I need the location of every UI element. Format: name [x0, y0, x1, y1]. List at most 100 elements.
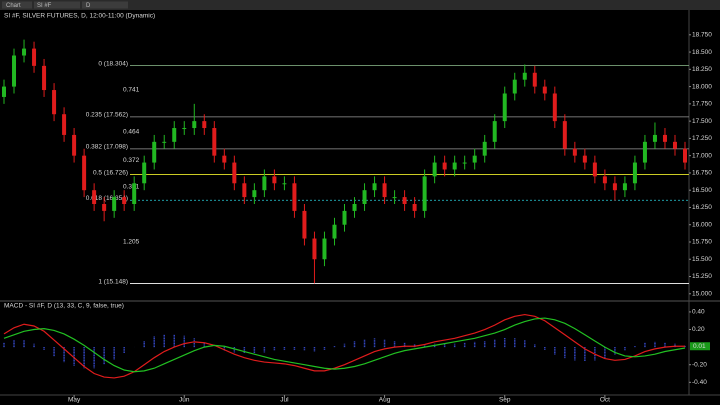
candle-body — [182, 128, 187, 130]
y-tick-label: 17.250 — [692, 135, 712, 142]
candle-body — [492, 121, 497, 142]
toolbar-button[interactable] — [2, 1, 32, 9]
y-tick-label: 17.750 — [692, 101, 712, 108]
x-tick-label: Jul — [280, 397, 289, 404]
y-tick-label: 18.500 — [692, 49, 712, 56]
candle-body — [392, 197, 397, 199]
candle-body — [462, 162, 467, 164]
fib-label: 0.235 (17.562) — [86, 112, 128, 119]
candle-body — [112, 197, 117, 211]
y-tick-label: 15.000 — [692, 291, 712, 298]
candle-body — [552, 93, 557, 122]
last-value-label: 0.01 — [693, 343, 706, 350]
fib-note: 0.464 — [123, 128, 140, 135]
candle-body — [282, 183, 287, 185]
candle-body — [12, 55, 17, 87]
x-tick-label: May — [68, 397, 81, 404]
toolbar-button[interactable] — [34, 1, 80, 9]
candle-body — [512, 79, 517, 94]
candle-body — [422, 176, 427, 211]
candle-body — [162, 141, 167, 143]
candle-body — [132, 183, 137, 204]
candle-body — [582, 155, 587, 163]
candle-body — [92, 190, 97, 204]
candle-body — [192, 121, 197, 129]
fib-note: 0.741 — [123, 86, 140, 93]
candle-body — [683, 148, 687, 163]
y-tick-label: 16.750 — [692, 170, 712, 177]
candle-body — [402, 197, 407, 204]
y-tick-label: 0.40 — [692, 309, 705, 316]
y-tick-label: 18.250 — [692, 66, 712, 73]
candle-body — [502, 93, 507, 122]
candle-body — [272, 176, 277, 184]
toolbar-item[interactable]: SI #F — [37, 3, 52, 9]
y-tick-label: 0.20 — [692, 326, 705, 333]
y-tick-label: 15.250 — [692, 273, 712, 280]
candle-body — [662, 134, 667, 142]
y-tick-label: 16.500 — [692, 187, 712, 194]
macd-title: MACD - SI #F, D (13, 33, C, 9, false, tr… — [4, 303, 124, 310]
candle-body — [332, 224, 337, 239]
y-tick-label: -0.20 — [692, 361, 707, 368]
candle-body — [252, 190, 257, 198]
fib-label: 0.618 (16.354) — [86, 195, 128, 202]
candle-body — [212, 128, 217, 156]
x-tick-label: Aug — [379, 397, 391, 404]
candle-body — [352, 204, 357, 211]
candle-body — [152, 141, 157, 163]
toolbar-button[interactable] — [82, 1, 128, 9]
candle-body — [262, 176, 267, 191]
candle-body — [472, 155, 477, 163]
candle-body — [612, 183, 617, 191]
fib-note: 1.205 — [123, 239, 140, 246]
x-tick-label: Sep — [499, 397, 511, 404]
last-value-box — [690, 342, 710, 351]
candle-body — [232, 162, 237, 184]
fib-note: 0.372 — [123, 157, 140, 164]
candle-body — [22, 48, 27, 56]
y-tick-label: 18.750 — [692, 32, 712, 39]
y-tick-label: 16.250 — [692, 204, 712, 211]
candle-body — [482, 141, 487, 156]
macd-line — [3, 317, 686, 373]
candle-body — [672, 141, 677, 149]
candle-body — [642, 141, 647, 163]
toolbar-item[interactable]: D — [86, 3, 91, 9]
y-tick-label: 15.750 — [692, 239, 712, 246]
candle-body — [42, 65, 47, 91]
candle-body — [382, 183, 387, 198]
candle-body — [602, 176, 607, 184]
candle-body — [342, 210, 347, 225]
toolbar — [0, 0, 720, 10]
y-tick-label: 15.500 — [692, 256, 712, 263]
candle-body — [632, 162, 637, 184]
candle-body — [572, 148, 577, 156]
fib-label: 0.382 (17.098) — [86, 144, 128, 151]
candle-body — [442, 162, 447, 170]
candle-body — [2, 86, 6, 97]
candle-body — [432, 162, 437, 177]
candle-body — [622, 183, 627, 191]
toolbar-item[interactable]: Chart — [6, 3, 21, 9]
x-tick-label: Jun — [179, 397, 190, 404]
macd-line — [3, 313, 685, 379]
candle-body — [542, 86, 547, 94]
candle-body — [172, 128, 177, 142]
y-tick-label: 18.000 — [692, 83, 712, 90]
candle-body — [52, 90, 57, 115]
candle-body — [452, 162, 457, 170]
candle-body — [322, 238, 327, 260]
candle-body — [82, 155, 87, 191]
fib-note: 0.371 — [123, 183, 140, 190]
candle-body — [652, 134, 657, 142]
candle-body — [62, 114, 67, 135]
y-tick-label: -0.40 — [692, 379, 707, 386]
candle-body — [532, 72, 537, 87]
fib-label: 1 (15.148) — [98, 278, 128, 285]
candle-body — [522, 72, 527, 80]
candle-body — [102, 204, 107, 211]
candle-body — [592, 162, 597, 177]
candle-body — [372, 183, 377, 191]
